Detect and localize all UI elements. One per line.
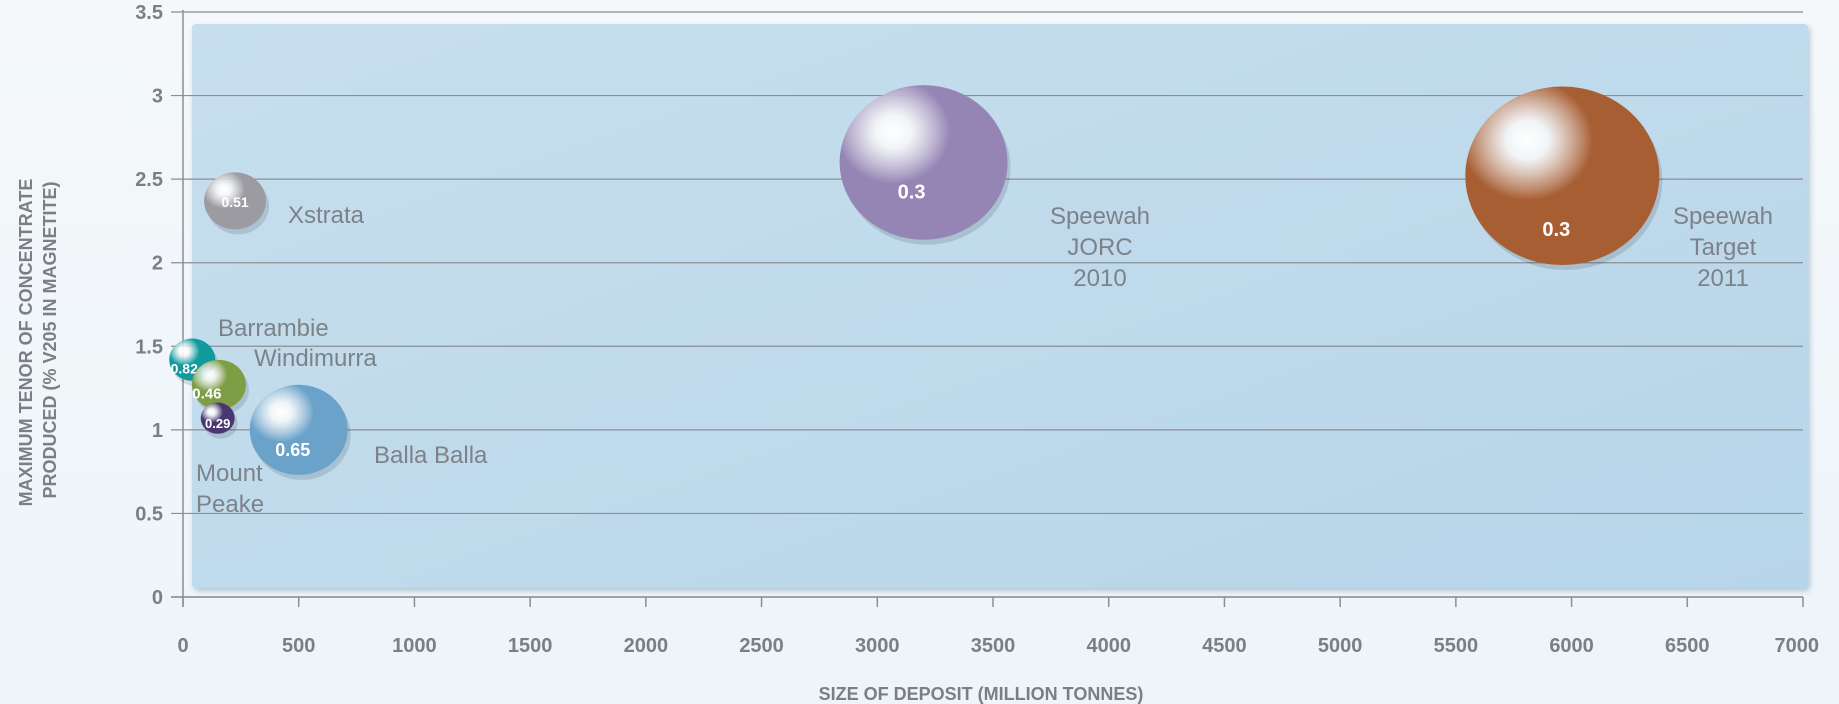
bubble-name-line: Speewah bbox=[1673, 203, 1773, 230]
bubble bbox=[204, 172, 267, 230]
x-axis-ticks: 0 500 1000 1500 2000 2500 3000 3500 4000 4500 5000… bbox=[177, 597, 1819, 657]
bubble-name-line: 2011 bbox=[1697, 265, 1749, 292]
x-tick-label: 3500 bbox=[971, 635, 1016, 657]
y-axis-title-line-2: PRODUCED (% V205 IN MAGNETITE) bbox=[40, 181, 60, 498]
bubble-name-label: Barrambie bbox=[218, 315, 329, 342]
y-tick-label: 1.5 bbox=[135, 336, 163, 358]
y-tick-label: 1 bbox=[152, 420, 163, 442]
y-tick-label: 3.5 bbox=[135, 2, 163, 24]
plot-panel bbox=[192, 24, 1808, 588]
y-axis-ticks: 0 0.5 1 1.5 2 2.5 3 3.5 bbox=[135, 2, 163, 609]
x-tick-label: 2000 bbox=[624, 635, 669, 657]
y-tick-label: 2.5 bbox=[135, 169, 163, 191]
x-tick-label: 0 bbox=[177, 635, 188, 657]
bubble-name-line: 2010 bbox=[1073, 265, 1126, 292]
bubble-value-label: 0.82 bbox=[171, 361, 198, 377]
x-tick-label: 2500 bbox=[739, 635, 784, 657]
x-tick-label: 500 bbox=[282, 635, 315, 657]
bubble bbox=[839, 85, 1008, 240]
bubble bbox=[191, 359, 246, 410]
bubble-name-line: Target bbox=[1690, 234, 1757, 261]
x-tick-label: 6500 bbox=[1665, 635, 1710, 657]
x-tick-label: 4500 bbox=[1202, 635, 1247, 657]
bubble-name-line: Balla Balla bbox=[374, 442, 488, 469]
x-tick-label: 6000 bbox=[1549, 635, 1594, 657]
bubble-name-label: Speewah JORC 2010 bbox=[1050, 203, 1150, 292]
y-tick-label: 0 bbox=[152, 587, 163, 609]
bubble bbox=[1465, 86, 1660, 266]
bubble-name-label: Balla Balla bbox=[374, 442, 488, 469]
bubble-name-label: Mount Peake bbox=[196, 460, 264, 518]
y-axis-title: MAXIMUM TENOR OF CONCENTRATE PRODUCED (%… bbox=[16, 174, 60, 507]
x-tick-label: 1000 bbox=[392, 635, 437, 657]
bubble-value-label: 0.65 bbox=[275, 440, 310, 460]
bubble-name-line: JORC bbox=[1067, 234, 1132, 261]
bubbles: 0.51 0.3 0.3 0.82 0.46 0.29 0.65 bbox=[169, 85, 1663, 480]
bubble-value-label: 0.3 bbox=[898, 181, 926, 203]
x-tick-label: 1500 bbox=[508, 635, 553, 657]
bubble-name-line: Mount bbox=[196, 460, 263, 487]
y-tick-label: 0.5 bbox=[135, 503, 163, 525]
x-axis-title: SIZE OF DEPOSIT (MILLION TONNES) bbox=[819, 684, 1144, 704]
bubble-value-label: 0.3 bbox=[1542, 219, 1570, 241]
bubble-name-line: Speewah bbox=[1050, 203, 1150, 230]
x-tick-label: 5000 bbox=[1318, 635, 1363, 657]
bubble-value-label: 0.46 bbox=[192, 386, 221, 403]
axes bbox=[171, 10, 1803, 607]
bubble-name-line: Peake bbox=[196, 491, 264, 518]
x-tick-label: 5500 bbox=[1434, 635, 1479, 657]
bubble-name-label: Windimurra bbox=[254, 345, 377, 372]
bubble-name-line: Windimurra bbox=[254, 345, 377, 372]
bubble-name-line: Barrambie bbox=[218, 315, 329, 342]
y-tick-label: 3 bbox=[152, 86, 163, 108]
bubble bbox=[200, 402, 235, 434]
bubble bbox=[249, 384, 348, 475]
y-tick-label: 2 bbox=[152, 253, 163, 275]
x-tick-label: 4000 bbox=[1086, 635, 1131, 657]
bubble-value-label: 0.51 bbox=[221, 194, 248, 210]
bubble-name-label: Xstrata bbox=[288, 202, 365, 229]
x-tick-label: 3000 bbox=[855, 635, 900, 657]
x-tick-label: 7000 bbox=[1775, 635, 1820, 657]
y-axis-title-line-1: MAXIMUM TENOR OF CONCENTRATE bbox=[16, 179, 36, 507]
bubble-name-label: Speewah Target 2011 bbox=[1673, 203, 1773, 292]
bubble-labels: Xstrata Speewah JORC 2010 Speewah Target 2011 B… bbox=[196, 202, 1773, 518]
bubble-value-label: 0.29 bbox=[205, 416, 230, 431]
bubble-name-line: Xstrata bbox=[288, 202, 365, 229]
